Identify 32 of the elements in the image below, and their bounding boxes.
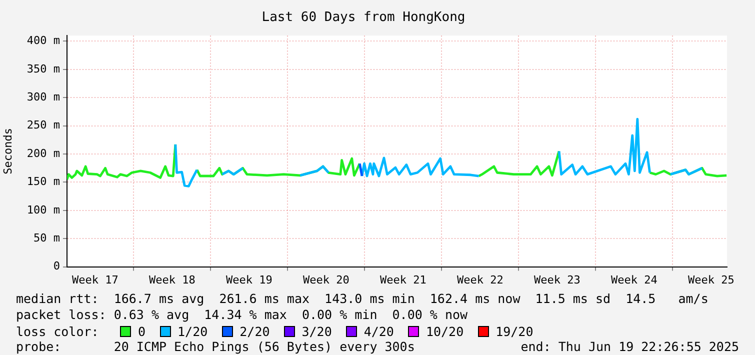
y-tick-label: 50 m [34,231,60,244]
y-tick-label: 0 [53,260,60,273]
y-tick-label: 350 m [26,62,60,76]
legend-label: 2/20 [240,324,270,338]
x-tick-label: Week 17 [72,273,118,286]
text: end: Thu Jun 19 22:26:55 2025 [520,339,739,355]
text: median rtt: 166.7 ms avg 261.6 ms max 143.0 ms min 162.4 ms now 11.5 ms sd 14.5 am/s [16,291,710,307]
legend-label: 19/20 [496,324,534,338]
x-tick-label: Week 22 [457,273,504,286]
legend-title: loss color: [16,324,100,338]
x-tick-label: Week 23 [534,273,580,286]
x-tick-label: Week 20 [303,273,350,286]
legend-label: 1/20 [178,324,208,338]
y-tick-label: 150 m [26,175,60,188]
text: probe: 20 ICMP Echo Pings (56 Bytes) every 300s [16,339,415,355]
y-tick-label: 300 m [26,90,60,104]
legend-label: 3/20 [302,324,332,338]
y-tick-label: 400 m [26,34,60,48]
y-axis-title: Seconds [1,128,14,174]
x-tick-label: Week 24 [611,273,658,286]
y-tick-label: 200 m [26,146,60,160]
legend-label: 4/20 [364,324,394,338]
text: packet loss: 0.63 % avg 14.34 % max 0.00 % min 0.00 % now [16,307,469,323]
legend-label: 10/20 [426,324,464,338]
x-tick-label: Week 19 [226,273,272,286]
legend-label: 0 [138,324,146,338]
y-tick-label: 250 m [26,118,60,132]
x-tick-label: Week 25 [688,273,734,286]
y-tick-label: 100 m [26,203,60,216]
x-tick-label: Week 21 [380,273,426,286]
x-tick-label: Week 18 [149,273,196,286]
chart-title: Last 60 Days from HongKong [262,10,466,26]
